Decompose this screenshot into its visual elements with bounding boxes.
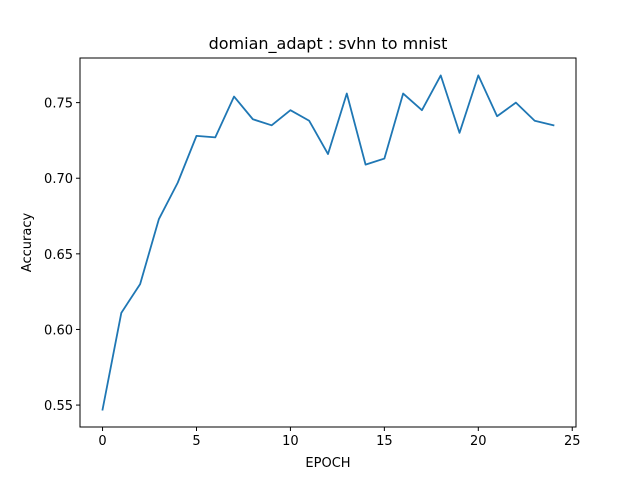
x-tick-label: 20 [470,434,487,449]
x-tick-label: 10 [282,434,299,449]
tick-layer: 0 5 10 15 20 25 0.55 0.60 0.65 0.70 0.75 [44,97,580,449]
x-tick-label: 0 [98,434,106,449]
y-tick-label: 0.65 [44,248,73,263]
chart-title: domian_adapt : svhn to mnist [209,34,448,54]
y-tick-label: 0.70 [44,172,73,187]
y-tick-label: 0.60 [44,323,73,338]
y-tick-label: 0.75 [44,97,73,112]
plot-frame [79,57,577,428]
x-tick-label: 15 [376,434,393,449]
series-layer [101,74,555,411]
x-axis-label: EPOCH [305,456,350,471]
x-tick-label: 25 [564,434,581,449]
y-axis-label: Accuracy [20,213,35,273]
accuracy-series-line [101,74,555,411]
x-tick-label: 5 [192,434,200,449]
y-tick-label: 0.55 [44,399,73,414]
